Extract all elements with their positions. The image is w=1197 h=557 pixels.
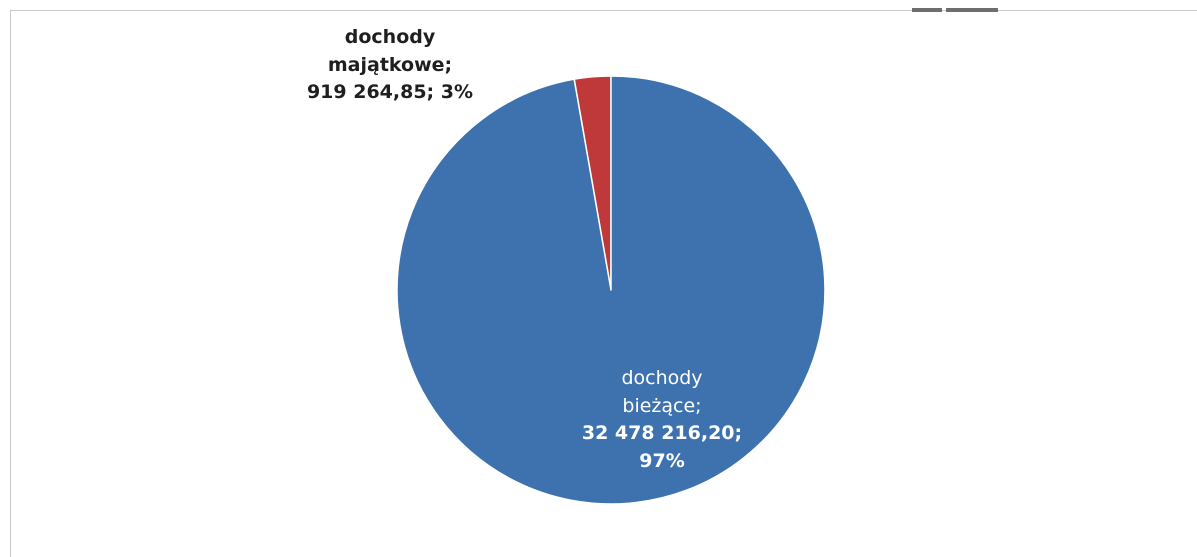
slice-label-line: dochody [621, 367, 703, 389]
chart-border-left [10, 10, 11, 557]
slice-label-line: 919 264,85; 3% [306, 81, 474, 103]
chart-border-top [10, 10, 1197, 11]
slice-label-line: 32 478 216,20; [581, 422, 743, 444]
scan-mark [912, 8, 942, 12]
pie-slice-biezace [396, 75, 826, 505]
slice-label-line: dochody [344, 26, 436, 48]
slice-label-line: majątkowe; [327, 53, 453, 76]
scan-mark [946, 8, 998, 12]
slice-label-biezace: dochody bieżące; 32 478 216,20; 97% [562, 365, 762, 475]
slice-label-line: 97% [639, 449, 685, 472]
slice-label-line: bieżące; [622, 394, 702, 417]
slice-label-majatkowe: dochody majątkowe; 919 264,85; 3% [290, 24, 490, 107]
